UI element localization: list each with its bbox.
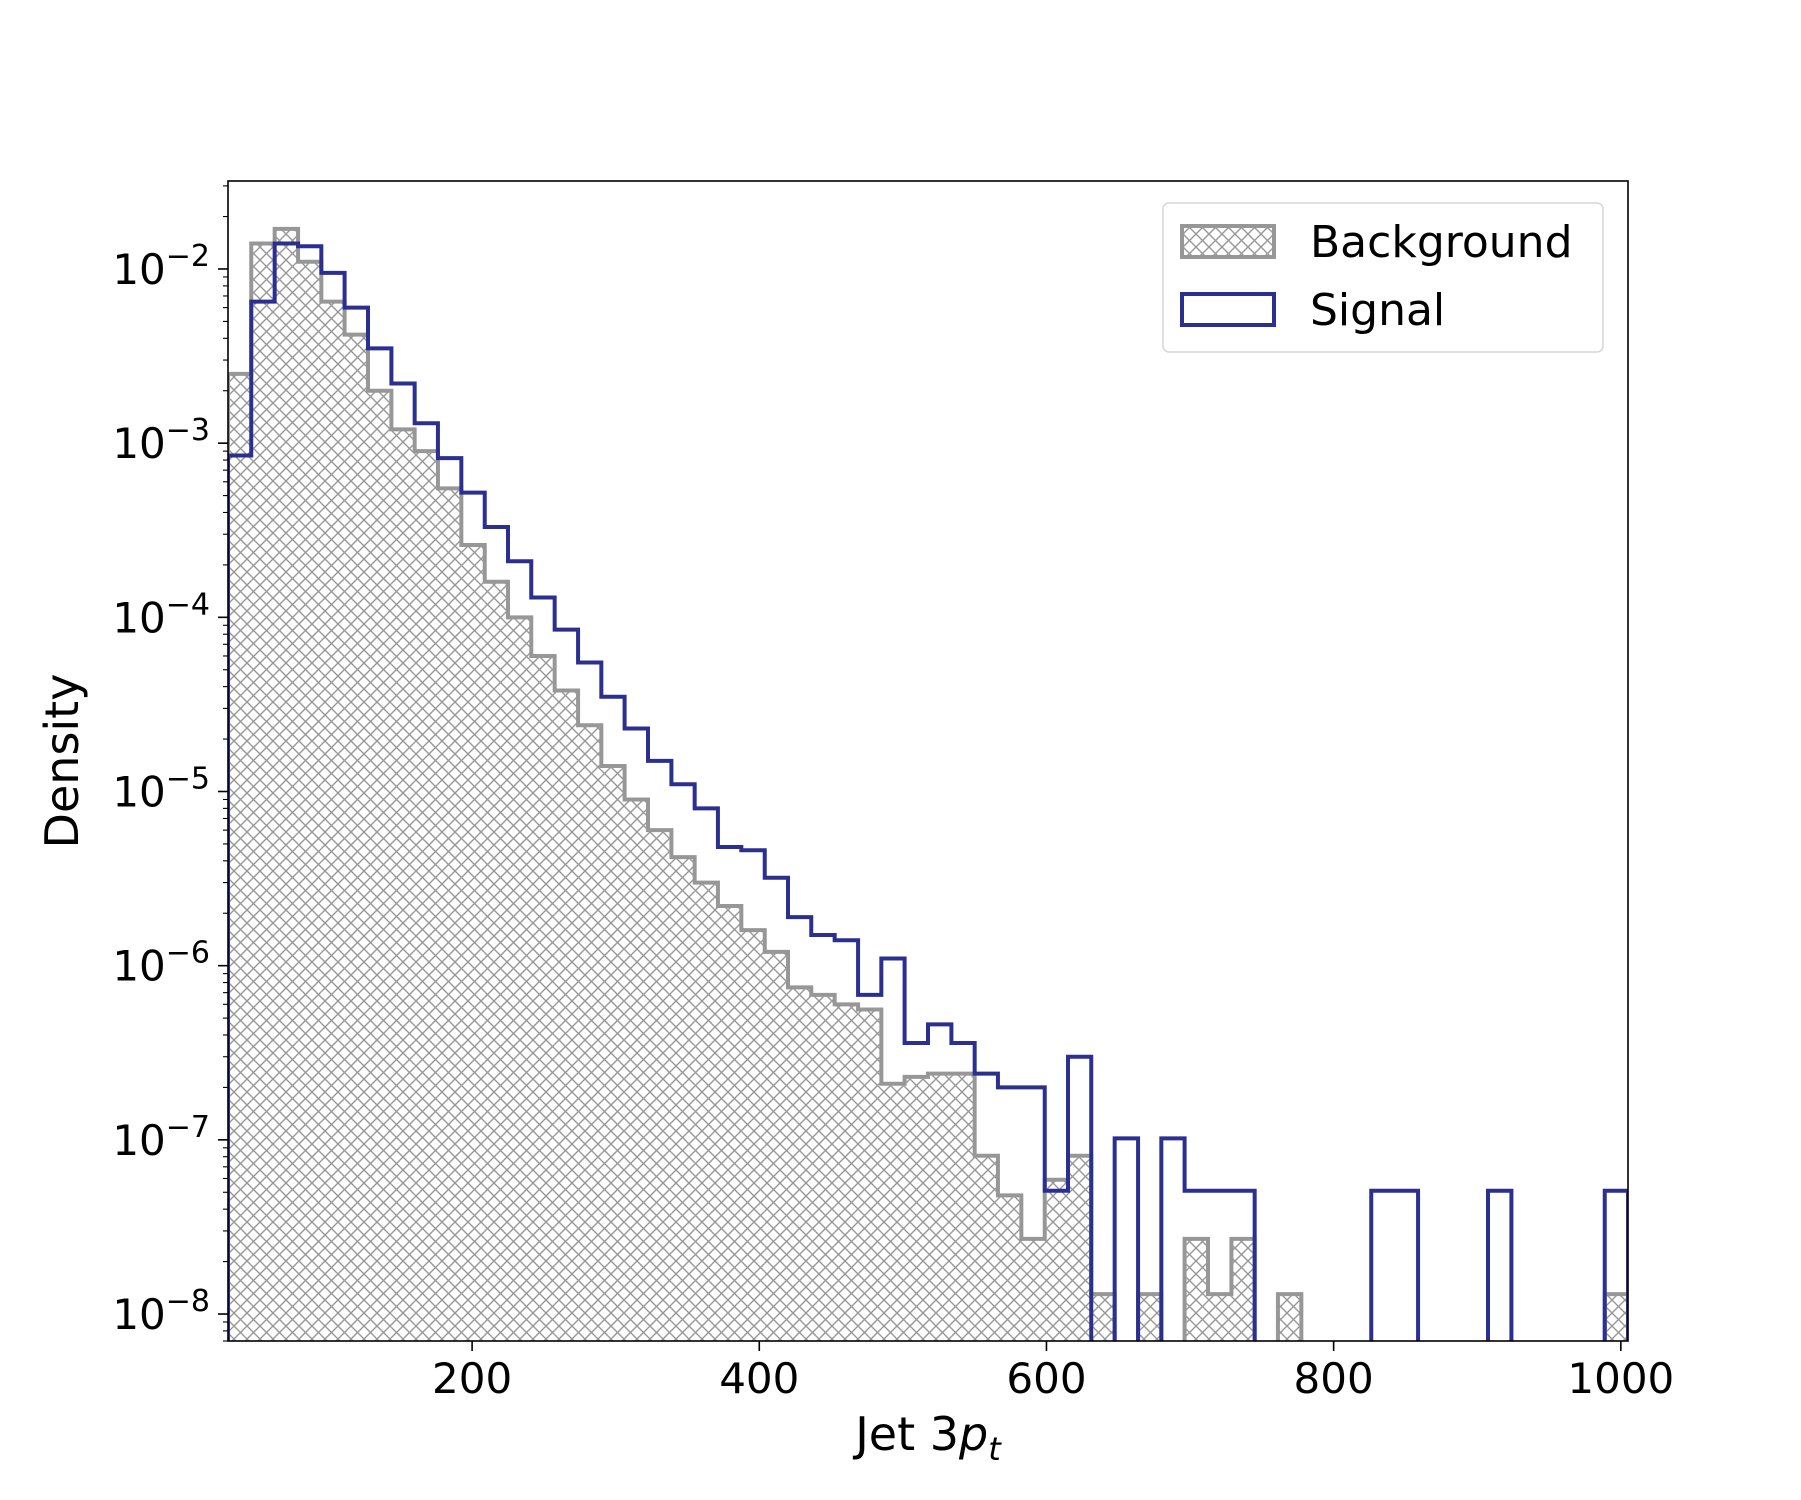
background-bar xyxy=(904,1076,928,1341)
x-axis-ticks: 200 400 600 800 1000 xyxy=(432,1341,1674,1403)
background-bar xyxy=(414,451,438,1341)
y-tick-label: 10−6 xyxy=(112,936,210,991)
background-bar xyxy=(648,830,672,1341)
background-bar xyxy=(1604,1294,1628,1341)
y-tick-label: 10−8 xyxy=(112,1284,210,1339)
background-bar xyxy=(717,906,742,1341)
background-bar xyxy=(578,725,602,1341)
background-bar xyxy=(437,488,462,1341)
background-bar xyxy=(764,951,788,1341)
legend-swatch-background xyxy=(1180,224,1276,259)
x-tick-label: 1000 xyxy=(1567,1354,1674,1403)
background-bar xyxy=(484,581,508,1341)
y-tick-label: 10−4 xyxy=(112,587,210,642)
background-bar xyxy=(1231,1238,1255,1341)
background-bar xyxy=(344,334,368,1341)
background-bar xyxy=(811,994,835,1341)
background-bar xyxy=(788,987,812,1341)
background-bar xyxy=(1208,1294,1232,1341)
background-bar xyxy=(601,766,625,1341)
background-bar xyxy=(834,1004,859,1341)
legend: Background Signal xyxy=(1162,202,1604,353)
plot-frame xyxy=(227,180,1629,1342)
series-layer xyxy=(228,226,1628,1341)
background-bar xyxy=(694,882,718,1341)
y-tick-label: 10−5 xyxy=(112,762,210,817)
legend-swatch-signal xyxy=(1180,292,1276,327)
background-bar xyxy=(1021,1238,1045,1341)
y-axis-ticks: 10−2 10−3 10−4 10−5 10−6 10−7 10−8 xyxy=(112,185,228,1342)
x-axis-label-subscript: t xyxy=(988,1430,1002,1468)
y-tick-label: 10−7 xyxy=(112,1110,210,1165)
background-bar xyxy=(928,1073,952,1341)
x-axis-label-text: Jet 3 xyxy=(852,1407,959,1461)
legend-label-signal: Signal xyxy=(1310,285,1445,336)
background-bar xyxy=(508,617,532,1341)
background-bar xyxy=(951,1073,975,1341)
background-bar xyxy=(741,930,765,1341)
background-bar xyxy=(298,261,322,1341)
background-bar xyxy=(1068,1155,1092,1341)
y-tick-label: 10−3 xyxy=(112,413,210,468)
x-tick-label: 800 xyxy=(1294,1354,1374,1403)
x-axis-label-math: p xyxy=(958,1407,988,1461)
background-bar xyxy=(274,228,299,1341)
y-tick-label: 10−2 xyxy=(112,239,210,294)
background-bar xyxy=(228,373,252,1341)
background-bar xyxy=(997,1195,1022,1341)
x-tick-label: 600 xyxy=(1006,1354,1086,1403)
x-axis-label: Jet 3pt xyxy=(852,1407,1002,1468)
background-bar xyxy=(1138,1294,1162,1341)
background-bar xyxy=(391,429,415,1341)
background-bar xyxy=(368,390,392,1341)
background-bar xyxy=(251,243,275,1341)
y-axis-label: Density xyxy=(35,674,89,849)
signal-outline xyxy=(228,241,1628,1341)
background-bar xyxy=(461,545,485,1341)
background-bar xyxy=(321,301,345,1341)
x-tick-label: 400 xyxy=(719,1354,799,1403)
background-bar xyxy=(881,1083,905,1341)
background-bar xyxy=(554,690,579,1341)
series-background xyxy=(228,226,1628,1341)
background-bar xyxy=(1091,1294,1115,1341)
background-bar xyxy=(858,1009,882,1341)
background-bar xyxy=(1184,1238,1208,1341)
legend-label-background: Background xyxy=(1310,217,1573,268)
x-tick-label: 200 xyxy=(432,1354,512,1403)
background-bar xyxy=(531,655,555,1341)
background-bar xyxy=(624,799,648,1341)
background-bar xyxy=(1277,1294,1302,1341)
background-bar xyxy=(974,1155,998,1341)
series-signal xyxy=(228,241,1628,1341)
background-bar xyxy=(1044,1179,1068,1341)
background-bar xyxy=(671,857,695,1341)
